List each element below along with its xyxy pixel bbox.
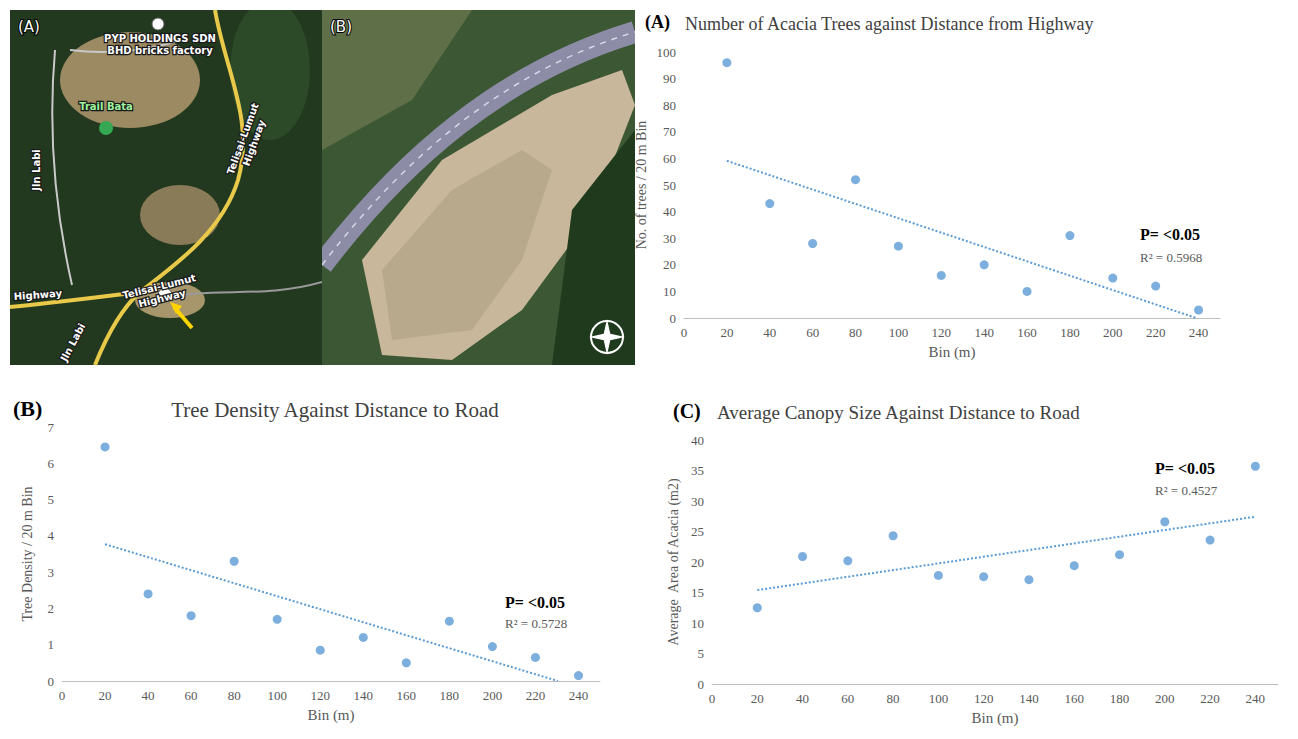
svg-text:160: 160 xyxy=(1064,691,1084,706)
svg-text:7: 7 xyxy=(48,420,55,435)
svg-text:80: 80 xyxy=(887,691,900,706)
svg-text:40: 40 xyxy=(691,433,704,448)
svg-text:PYP HOLDINGS SDNBHD bricks fac: PYP HOLDINGS SDNBHD bricks factory xyxy=(104,33,216,56)
svg-text:20: 20 xyxy=(751,691,764,706)
svg-text:30: 30 xyxy=(663,231,676,246)
svg-text:0: 0 xyxy=(681,325,688,340)
svg-text:40: 40 xyxy=(142,688,155,703)
svg-text:Trail Bata: Trail Bata xyxy=(79,101,133,112)
svg-text:200: 200 xyxy=(1155,691,1175,706)
svg-text:P= <0.05: P= <0.05 xyxy=(505,594,565,611)
svg-text:100: 100 xyxy=(267,688,287,703)
svg-text:Tree Density / 20 m Bin: Tree Density / 20 m Bin xyxy=(20,486,35,621)
svg-text:5: 5 xyxy=(698,646,705,661)
svg-text:20: 20 xyxy=(720,325,733,340)
svg-text:20: 20 xyxy=(691,555,704,570)
svg-text:40: 40 xyxy=(796,691,809,706)
svg-text:240: 240 xyxy=(569,688,589,703)
svg-text:180: 180 xyxy=(1060,325,1080,340)
svg-text:60: 60 xyxy=(185,688,198,703)
svg-text:220: 220 xyxy=(1200,691,1220,706)
svg-text:(A): (A) xyxy=(18,18,40,36)
svg-text:Highway: Highway xyxy=(13,288,62,302)
svg-text:0: 0 xyxy=(59,688,66,703)
svg-text:120: 120 xyxy=(932,325,952,340)
svg-text:100: 100 xyxy=(657,45,677,60)
svg-text:140: 140 xyxy=(354,688,374,703)
svg-text:Bin (m): Bin (m) xyxy=(307,707,354,724)
svg-text:Average Canopy Size Against Di: Average Canopy Size Against Distance to … xyxy=(717,402,1080,423)
svg-text:No. of trees / 20 m Bin: No. of trees / 20 m Bin xyxy=(634,121,649,250)
svg-text:0: 0 xyxy=(670,311,677,326)
svg-text:80: 80 xyxy=(849,325,862,340)
svg-text:Jln Labi: Jln Labi xyxy=(58,321,88,364)
svg-text:180: 180 xyxy=(1110,691,1130,706)
svg-text:20: 20 xyxy=(663,257,676,272)
svg-text:240: 240 xyxy=(1246,691,1266,706)
svg-text:40: 40 xyxy=(663,204,676,219)
svg-text:R² = 0.5728: R² = 0.5728 xyxy=(505,616,567,631)
svg-text:120: 120 xyxy=(974,691,994,706)
svg-text:(A): (A) xyxy=(645,12,670,33)
svg-text:30: 30 xyxy=(691,494,704,509)
svg-text:3: 3 xyxy=(48,565,55,580)
svg-text:10: 10 xyxy=(691,616,704,631)
svg-text:140: 140 xyxy=(974,325,994,340)
svg-text:Bin (m): Bin (m) xyxy=(928,344,975,361)
svg-text:160: 160 xyxy=(1017,325,1037,340)
svg-text:220: 220 xyxy=(1146,325,1166,340)
svg-text:20: 20 xyxy=(99,688,112,703)
svg-text:200: 200 xyxy=(483,688,503,703)
svg-text:6: 6 xyxy=(48,456,55,471)
svg-text:90: 90 xyxy=(663,71,676,86)
svg-text:120: 120 xyxy=(310,688,330,703)
svg-text:4: 4 xyxy=(48,528,55,543)
svg-text:15: 15 xyxy=(691,585,704,600)
svg-text:50: 50 xyxy=(663,178,676,193)
svg-text:70: 70 xyxy=(663,124,676,139)
svg-text:180: 180 xyxy=(440,688,460,703)
svg-text:Number of Acacia Trees against: Number of Acacia Trees against Distance … xyxy=(685,14,1093,34)
svg-text:Average Area of Acacia (m2): Average Area of Acacia (m2) xyxy=(666,478,682,646)
svg-text:(B): (B) xyxy=(13,396,42,421)
svg-text:35: 35 xyxy=(691,463,704,478)
svg-text:2: 2 xyxy=(48,601,55,616)
svg-text:10: 10 xyxy=(663,284,676,299)
svg-text:240: 240 xyxy=(1189,325,1209,340)
svg-text:80: 80 xyxy=(228,688,241,703)
svg-text:140: 140 xyxy=(1019,691,1039,706)
svg-text:25: 25 xyxy=(691,524,704,539)
svg-text:220: 220 xyxy=(526,688,546,703)
svg-text:100: 100 xyxy=(889,325,909,340)
svg-text:160: 160 xyxy=(397,688,417,703)
svg-text:40: 40 xyxy=(763,325,776,340)
svg-text:P= <0.05: P= <0.05 xyxy=(1155,460,1215,477)
svg-text:200: 200 xyxy=(1103,325,1123,340)
svg-text:100: 100 xyxy=(929,691,949,706)
svg-text:(C): (C) xyxy=(673,400,701,423)
svg-text:Jln Labi: Jln Labi xyxy=(31,149,42,191)
svg-text:0: 0 xyxy=(709,691,716,706)
svg-text:5: 5 xyxy=(48,492,55,507)
svg-text:R² = 0.4527: R² = 0.4527 xyxy=(1155,483,1218,498)
svg-text:0: 0 xyxy=(698,677,705,692)
svg-text:R² = 0.5968: R² = 0.5968 xyxy=(1140,250,1202,265)
svg-text:Telisai-LumutHighway: Telisai-LumutHighway xyxy=(225,101,272,180)
svg-text:0: 0 xyxy=(48,674,55,689)
svg-text:60: 60 xyxy=(806,325,819,340)
svg-text:60: 60 xyxy=(663,151,676,166)
svg-text:80: 80 xyxy=(663,98,676,113)
svg-text:1: 1 xyxy=(48,637,55,652)
svg-text:Bin (m): Bin (m) xyxy=(971,710,1018,727)
svg-text:Tree Density Against Distance: Tree Density Against Distance to Road xyxy=(171,398,499,422)
svg-text:P= <0.05: P= <0.05 xyxy=(1140,226,1200,243)
svg-text:60: 60 xyxy=(841,691,854,706)
svg-text:(B): (B) xyxy=(330,18,352,36)
svg-text:Telisai-LumutHighway: Telisai-LumutHighway xyxy=(121,272,200,313)
